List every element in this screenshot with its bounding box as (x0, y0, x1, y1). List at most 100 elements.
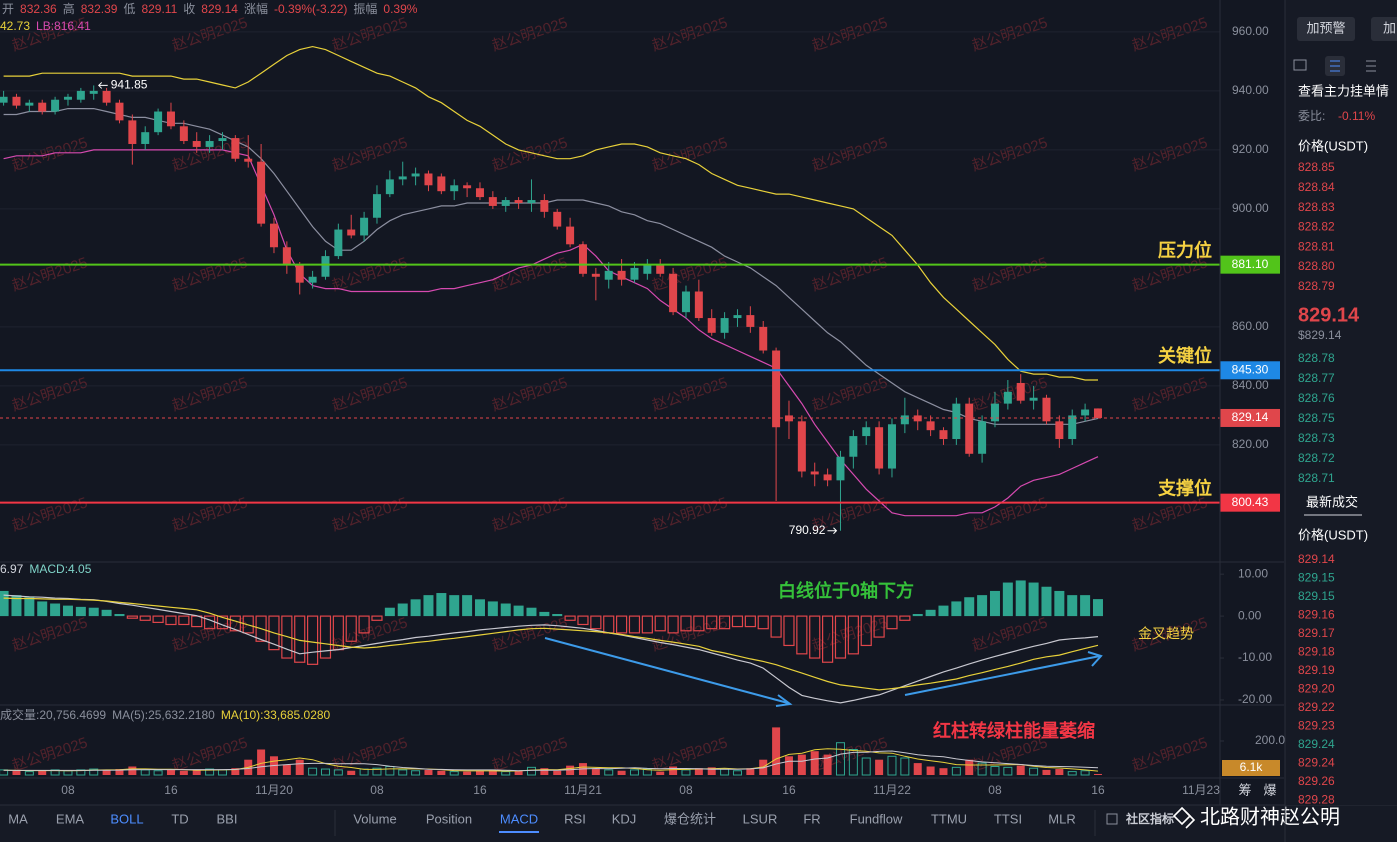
sub-indicator-tab[interactable]: Fundflow (850, 811, 903, 826)
side-button[interactable]: 筹 (1238, 782, 1251, 797)
macd-bar (989, 590, 1000, 617)
candle-body (604, 270, 613, 280)
bid-price: 828.78 (1298, 351, 1335, 365)
main-indicator-tab[interactable]: BOLL (110, 811, 143, 826)
x-tick-label: 16 (782, 783, 796, 797)
alert-button-label[interactable]: 加 (1383, 20, 1396, 35)
volume-bar (89, 768, 99, 776)
candle-body (192, 141, 201, 147)
volume-bar (24, 771, 34, 776)
main-indicator-tab[interactable]: MA (8, 811, 28, 826)
macd-bar (37, 601, 48, 617)
trade-price: 829.26 (1298, 774, 1335, 788)
sub-indicator-tab[interactable]: LSUR (743, 811, 778, 826)
macd-bar (114, 614, 125, 617)
volume-bar (591, 769, 600, 775)
volume-bar (102, 769, 111, 775)
macd-bar (693, 615, 705, 632)
candle-body (553, 211, 562, 227)
sub-indicator-tab[interactable]: Position (426, 811, 472, 826)
volume-bar (231, 768, 240, 775)
trend-arrows (544, 637, 1103, 707)
sub-indicator-tab[interactable]: MACD (500, 811, 538, 826)
candle-body (244, 158, 253, 162)
macd-bar (770, 615, 782, 638)
volume-bar (810, 751, 819, 775)
macd-bar (1080, 595, 1091, 617)
annotation: 金叉趋势 (1138, 626, 1194, 642)
volume-bar (12, 770, 21, 775)
candle-body (12, 96, 21, 106)
macd-bar (487, 601, 498, 617)
y-tick-label: 10.00 (1238, 566, 1268, 580)
candle-body (514, 200, 523, 203)
sub-indicator-tab[interactable]: MLR (1048, 811, 1075, 826)
volume-bar (913, 763, 922, 775)
macd-bar (229, 615, 241, 632)
volume-bar (449, 771, 459, 776)
trades-title[interactable]: 最新成交 (1306, 494, 1358, 509)
candle-body (797, 421, 806, 472)
volume-bar (205, 768, 215, 776)
candle-body (25, 102, 34, 106)
candle-body (862, 427, 871, 437)
candle-body (411, 173, 420, 177)
candle-body (733, 315, 742, 319)
volume-bar (179, 770, 188, 775)
depth-link[interactable]: 查看主力挂单情 (1298, 83, 1389, 98)
alert-button[interactable] (1297, 17, 1355, 41)
price-header: 价格(USDT) (1298, 138, 1368, 153)
volume-bar (887, 755, 897, 776)
ask-price: 828.80 (1298, 259, 1335, 273)
volume-bar (501, 771, 511, 776)
y-tick-label: 860.00 (1232, 319, 1269, 333)
view-icon[interactable] (1293, 59, 1307, 71)
candle-body (437, 176, 446, 192)
macd-bar (410, 599, 421, 617)
volume-bar (192, 769, 201, 775)
alert-button-label[interactable]: 加预警 (1306, 20, 1345, 35)
sub-indicator-tab[interactable]: RSI (564, 811, 586, 826)
view-icon[interactable] (1366, 60, 1376, 72)
bid-price: 828.73 (1298, 431, 1335, 445)
x-tick-label: 08 (679, 783, 693, 797)
sub-indicator-tab[interactable]: FR (803, 811, 820, 826)
volume-bar (38, 770, 47, 775)
macd-bar (513, 605, 524, 617)
candle-body (334, 229, 343, 257)
arrow-head (775, 694, 793, 707)
candle-body (501, 200, 510, 206)
main-indicator-tab[interactable]: TD (171, 811, 188, 826)
volume-bar (629, 769, 639, 776)
main-indicator-tab[interactable]: EMA (56, 811, 85, 826)
header-item: 42.73 (0, 19, 30, 33)
macd-bar (641, 615, 653, 634)
community-indicators[interactable]: 社区指标 (1125, 811, 1174, 826)
volume-bar (772, 727, 781, 775)
view-icon[interactable] (1330, 60, 1340, 72)
header-item: 振幅 (353, 1, 377, 16)
alert-button[interactable] (1371, 17, 1397, 41)
sub-indicator-tab[interactable]: TTMU (931, 811, 967, 826)
macd-bar (1092, 599, 1103, 617)
sub-indicator-tab[interactable]: TTSI (994, 811, 1022, 826)
sub-indicator-tab[interactable]: 爆仓统计 (664, 811, 716, 826)
x-tick-label: 08 (988, 783, 1002, 797)
logo-shape (1185, 811, 1196, 829)
macd-bar (281, 615, 293, 659)
macd-bar (384, 607, 395, 617)
main-indicator-tab[interactable]: BBI (217, 811, 238, 826)
macd-bar (526, 607, 537, 617)
macd-bar (1067, 595, 1078, 617)
candle-body (51, 99, 60, 112)
sub-indicator-tab[interactable]: KDJ (612, 811, 637, 826)
macd-bar (0, 590, 9, 617)
volume-bar (965, 759, 974, 775)
sub-indicator-tab[interactable]: Volume (353, 811, 396, 826)
candle-body (746, 315, 755, 327)
header-item: 开 (2, 2, 14, 16)
macd-bar (88, 607, 99, 617)
header-item: LB:816.41 (36, 19, 91, 33)
volume-bar (977, 762, 987, 776)
side-button[interactable]: 爆 (1263, 782, 1276, 797)
